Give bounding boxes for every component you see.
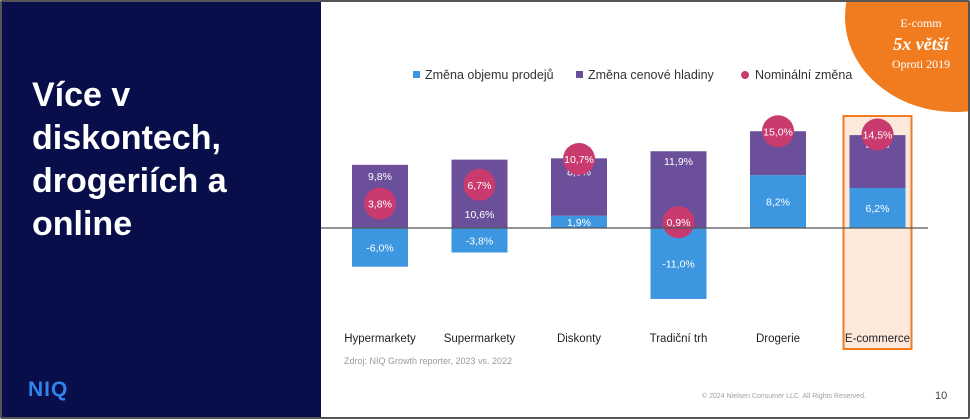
label-volume-supermarkety: -3,8%: [466, 235, 493, 247]
stacked-bar-chart: Změna objemu prodejů Změna cenové hladiny…: [321, 68, 928, 350]
label-volume-drogerie: 8,2%: [766, 197, 790, 209]
badge-line1: E-comm: [900, 16, 942, 30]
nominal-dot-supermarkety: [463, 168, 496, 201]
label-nominal-drogerie: 15,0%: [763, 126, 793, 138]
niq-logo: NIQ: [28, 378, 69, 401]
left-panel: Více v diskontech, drogeriích a online N…: [2, 2, 321, 417]
bar-volume-supermarkety: [451, 228, 508, 253]
label-nominal-supermarkety: 6,7%: [468, 180, 492, 192]
label-nominal-diskonty: 10,7%: [564, 154, 594, 166]
bar-volume-tradicni-trh: [650, 228, 707, 299]
label-volume-diskonty: 1,9%: [567, 217, 591, 229]
legend-label-2: Změna cenové hladiny: [588, 68, 715, 82]
category-label-drogerie: Drogerie: [756, 333, 800, 345]
category-label-diskonty: Diskonty: [557, 333, 601, 345]
bar-volume-diskonty: [551, 215, 607, 228]
legend-swatch-nominal: [741, 71, 749, 79]
bar-volume-e-commerce: [849, 188, 906, 228]
category-label-supermarkety: Supermarkety: [444, 333, 516, 345]
page-number: 10: [935, 390, 948, 402]
label-price-hypermarkety: 9,8%: [368, 171, 392, 183]
legend-label-1: Změna objemu prodejů: [425, 68, 554, 82]
nominal-dot-hypermarkety: [364, 187, 396, 220]
bar-volume-hypermarkety: [352, 228, 408, 267]
label-nominal-hypermarkety: 3,8%: [368, 198, 392, 210]
label-nominal-e-commerce: 14,5%: [863, 129, 893, 141]
nominal-dot-diskonty: [563, 142, 595, 175]
badge-line3: Oproti 2019: [891, 57, 951, 71]
category-label-hypermarkety: Hypermarkety: [344, 333, 416, 345]
label-volume-e-commerce: 6,2%: [866, 203, 890, 215]
category-label-tradicni-trh: Tradiční trh: [650, 333, 708, 345]
headline: Více v diskontech, drogeriích a online: [32, 76, 227, 243]
copyright: © 2024 Nielsen Consumer LLC. All Rights …: [702, 393, 866, 400]
source-note: Zdroj: NIQ Growth reporter, 2023 vs. 202…: [344, 356, 513, 366]
category-label-e-commerce: E-commerce: [845, 333, 910, 345]
legend-label-nominal: Nominální změna: [755, 68, 852, 82]
label-nominal-tradicni-trh: 0,9%: [667, 217, 691, 229]
nominal-dot-drogerie: [762, 115, 794, 148]
label-price-supermarkety: 10,6%: [465, 209, 495, 221]
nominal-dot-e-commerce: [861, 118, 894, 151]
legend-swatch-1: [413, 71, 420, 78]
bar-volume-drogerie: [750, 175, 806, 228]
label-price-tradicni-trh: 11,9%: [664, 156, 693, 168]
label-volume-tradicni-trh: -11,0%: [662, 258, 695, 270]
label-volume-hypermarkety: -6,0%: [366, 242, 393, 254]
nominal-dot-tradicni-trh: [662, 206, 695, 239]
badge-line2: 5x větší: [893, 34, 949, 54]
growth-badge-text: E-comm 5x větší Oproti 2019: [854, 16, 968, 72]
legend-swatch-2: [576, 71, 583, 78]
